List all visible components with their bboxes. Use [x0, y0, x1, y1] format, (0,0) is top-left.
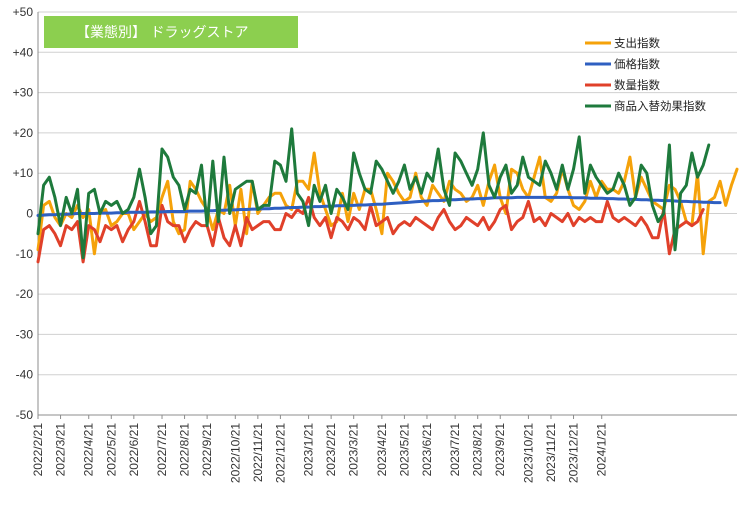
y-tick-label: -30 — [16, 327, 34, 341]
legend-label: 数量指数 — [614, 78, 660, 92]
x-tick-label: 2022/7/21 — [155, 423, 169, 477]
series-line-3 — [36, 127, 711, 260]
x-tick-label: 2023/10/21 — [521, 423, 535, 483]
chart-title: 【業態別】 ドラッグストア — [76, 25, 248, 41]
y-tick-label: -50 — [16, 408, 34, 422]
x-tick-label: 2023/7/21 — [448, 423, 462, 477]
series-line-0 — [36, 151, 739, 256]
chart-title-box: 【業態別】 ドラッグストア — [44, 16, 298, 48]
x-tick-label: 2023/5/21 — [397, 423, 411, 477]
x-tick-label: 2023/11/21 — [544, 423, 558, 482]
y-tick-label: -10 — [16, 247, 34, 261]
x-tick-label: 2023/3/21 — [347, 423, 361, 477]
y-tick-labels: +50 +40 +30 +20 +10 0 -10 -20 -30 -40 -50 — [13, 5, 34, 422]
x-tick-label: 2023/12/21 — [567, 423, 581, 483]
y-tick-label: -40 — [16, 368, 34, 382]
x-tick-label: 2023/8/21 — [471, 423, 485, 477]
y-tick-label: +10 — [13, 166, 34, 180]
legend-label: 商品入替効果指数 — [614, 99, 706, 113]
x-tick-label: 2022/9/21 — [200, 423, 214, 477]
y-tick-label: +30 — [13, 86, 34, 100]
series-line-1 — [36, 195, 722, 217]
x-tick-labels: 2022/2/21 2022/3/21 2022/4/21 2022/5/21 2022… — [31, 415, 609, 483]
x-tick-label: 2022/10/21 — [228, 423, 242, 483]
x-tick-label: 2022/3/21 — [54, 423, 68, 477]
x-tick-label: 2023/4/21 — [375, 423, 389, 477]
y-tick-label: +20 — [13, 126, 34, 140]
x-tick-label: 2024/1/21 — [595, 423, 609, 477]
y-tick-label: +40 — [13, 45, 34, 59]
x-tick-label: 2022/8/21 — [178, 423, 192, 477]
x-tick-label: 2022/5/21 — [104, 423, 118, 477]
y-tick-label: -20 — [16, 287, 34, 301]
x-tick-label: 2022/12/21 — [273, 423, 287, 483]
series-line-2 — [36, 195, 705, 264]
x-tick-label: 2023/2/21 — [324, 423, 338, 477]
x-tick-label: 2023/1/21 — [302, 423, 316, 477]
y-tick-label: +50 — [13, 5, 34, 19]
x-tick-label: 2022/4/21 — [82, 423, 96, 477]
x-tick-label: 2022/2/21 — [31, 423, 45, 477]
legend-label: 支出指数 — [614, 36, 660, 50]
x-tick-label: 2023/9/21 — [493, 423, 507, 477]
x-tick-label: 2023/6/21 — [420, 423, 434, 477]
axes — [37, 12, 737, 416]
x-tick-label: 2022/6/21 — [127, 423, 141, 477]
legend-label: 価格指数 — [614, 57, 660, 71]
y-tick-label: 0 — [26, 207, 33, 221]
series-lines — [36, 127, 739, 264]
x-tick-label: 2022/11/21 — [251, 423, 265, 482]
